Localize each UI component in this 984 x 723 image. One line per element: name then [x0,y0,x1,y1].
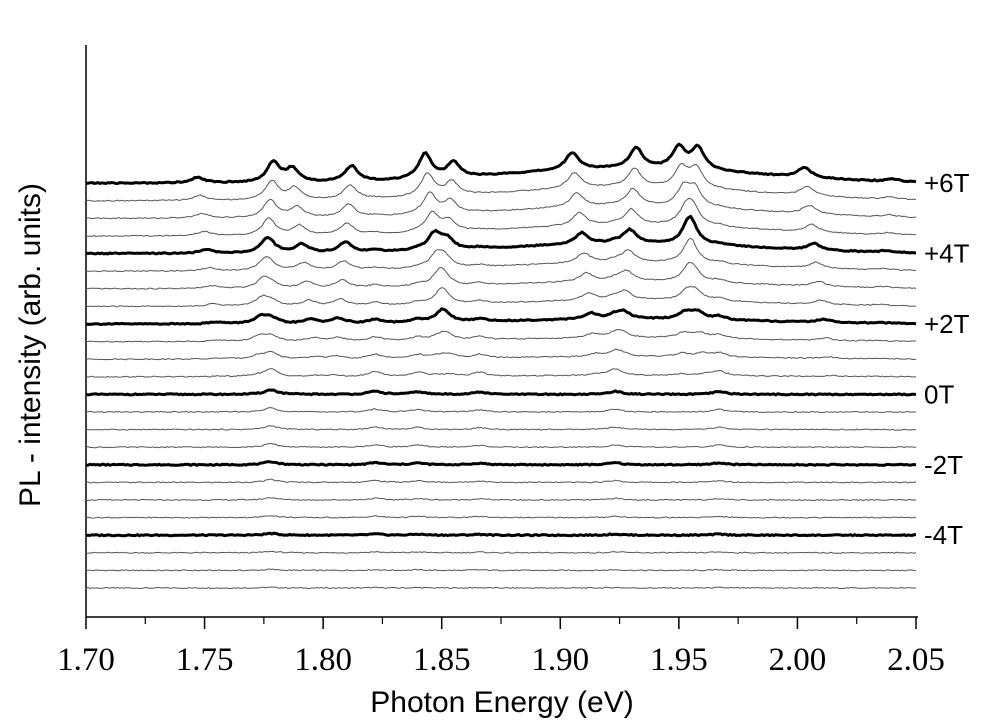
field-label: -2T [924,450,963,480]
spectrum-trace [85,348,916,361]
spectrum-trace [86,407,916,414]
x-tick-label: 1.85 [413,642,471,678]
spectrum-trace [86,550,917,554]
spectrum-trace [85,214,917,256]
field-label: 0T [924,379,954,409]
axes [85,45,918,618]
x-tick-label: 2.05 [887,642,945,678]
field-labels: +6T +4T +2T 0T -2T -4T [924,168,970,550]
field-label: +6T [924,168,970,198]
spectrum-trace [85,442,917,449]
x-axis-ticks: 1.70 1.75 1.80 1.85 1.90 1.95 2.00 2.05 [57,617,945,678]
x-tick-label: 1.95 [650,642,708,678]
spectrum-trace [85,368,916,378]
spectra-traces [85,142,917,590]
spectrum-trace [85,285,916,308]
spectrum-trace [85,142,917,186]
spectrum-trace [85,478,917,484]
x-tick-label: 1.90 [531,642,589,678]
spectrum-trace [85,388,917,397]
spectrum-trace [85,515,917,519]
spectrum-trace [85,531,917,538]
x-axis-title: Photon Energy (eV) [370,686,633,719]
spectrum-trace [85,307,917,327]
spectrum-trace [85,568,917,572]
y-axis-title: PL - intensity (arb. units) [14,183,47,507]
spectrum-trace [85,237,917,273]
x-tick-label: 1.75 [176,642,234,678]
spectrum-trace [85,197,917,237]
spectrum-trace [86,460,917,467]
field-label: +4T [924,239,970,269]
spectrum-trace [85,586,917,590]
spectrum-trace [85,328,917,343]
x-tick-label: 1.70 [57,642,115,678]
x-tick-label: 2.00 [769,642,827,678]
x-tick-label: 1.80 [294,642,352,678]
spectrum-trace [85,261,917,290]
spectrum-trace [85,181,917,220]
field-label: -4T [924,520,963,550]
spectrum-trace [85,162,917,202]
field-label: +2T [924,309,970,339]
spectrum-trace [85,497,917,502]
spectrum-trace [85,425,916,431]
